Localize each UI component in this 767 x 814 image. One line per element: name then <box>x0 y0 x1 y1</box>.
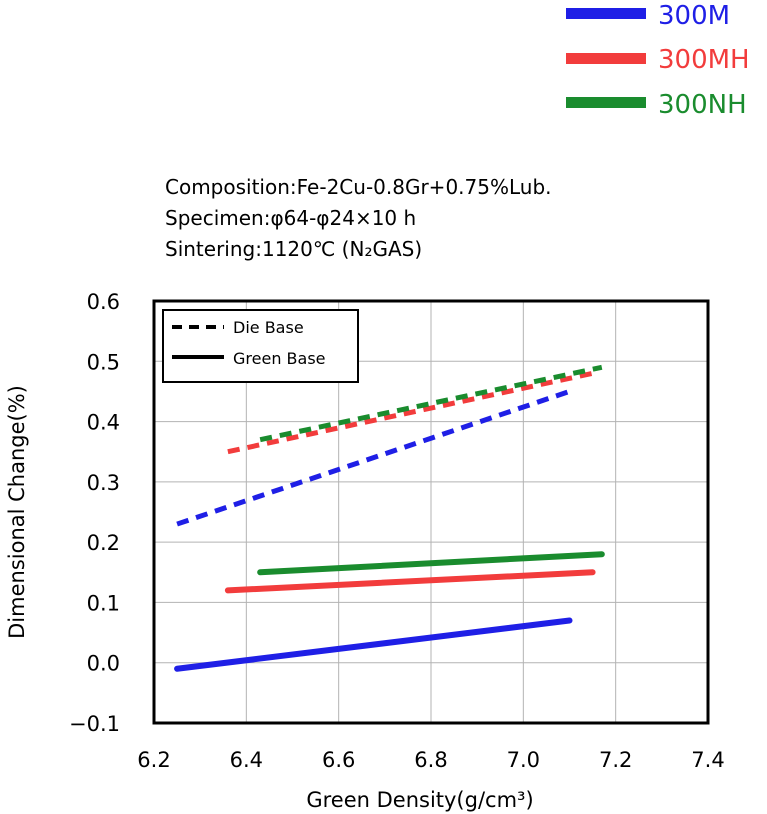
legend-swatch-300nh <box>566 97 646 108</box>
y-tick-label: −0.1 <box>69 712 120 736</box>
x-tick-label: 7.2 <box>599 748 632 772</box>
legend-swatch-300mh <box>566 53 646 64</box>
x-tick-label: 6.6 <box>322 748 355 772</box>
material-legend: 300M 300MH 300NH <box>566 1 750 120</box>
y-tick-label: 0.3 <box>87 471 120 495</box>
y-tick-label: 0.0 <box>87 652 120 676</box>
y-tick-label: 0.6 <box>87 290 120 314</box>
y-tick-label: 0.5 <box>87 350 120 374</box>
legend-swatch-300m <box>566 8 646 19</box>
x-tick-label: 7.4 <box>691 748 724 772</box>
y-tick-label: 0.4 <box>87 411 120 435</box>
x-axis-ticks: 6.2 6.4 6.6 6.8 7.0 7.2 7.4 <box>137 748 724 772</box>
series-line-300nh-die-base <box>259 364 603 443</box>
y-axis-title: Dimensional Change(%) <box>5 385 29 639</box>
x-tick-label: 6.2 <box>137 748 170 772</box>
series-layer <box>174 364 605 672</box>
die-base-label: Die Base <box>233 318 304 337</box>
note-composition: Composition:Fe-2Cu-0.8Gr+0.75%Lub. <box>165 175 552 199</box>
note-specimen: Specimen:φ64-φ24×10 h <box>165 206 416 230</box>
series-line-300mh-die-base <box>227 370 594 455</box>
series-line-300mh-green-base <box>224 569 596 594</box>
series-line-300m-green-base <box>174 617 573 672</box>
line-style-legend: Die Base Green Base <box>162 309 359 383</box>
x-tick-label: 6.8 <box>414 748 447 772</box>
line-style-legend-box <box>162 309 359 383</box>
composition-notes: Composition:Fe-2Cu-0.8Gr+0.75%Lub. Speci… <box>165 175 552 261</box>
x-tick-label: 6.4 <box>230 748 263 772</box>
x-tick-label: 7.0 <box>507 748 540 772</box>
series-line-300nh-green-base <box>257 551 605 576</box>
series-line-300m-die-base <box>176 389 571 527</box>
note-sintering: Sintering:1120℃ (N₂GAS) <box>165 237 422 261</box>
legend-label-300mh: 300MH <box>658 45 750 75</box>
y-axis-ticks: 0.6 0.5 0.4 0.3 0.2 0.1 0.0 −0.1 <box>69 290 120 736</box>
green-base-label: Green Base <box>233 349 326 368</box>
x-axis-title: Green Density(g/cm³) <box>306 788 533 812</box>
y-tick-label: 0.1 <box>87 591 120 615</box>
legend-label-300nh: 300NH <box>658 90 747 120</box>
legend-label-300m: 300M <box>658 1 730 31</box>
plot-frame <box>152 299 710 725</box>
y-tick-label: 0.2 <box>87 531 120 555</box>
